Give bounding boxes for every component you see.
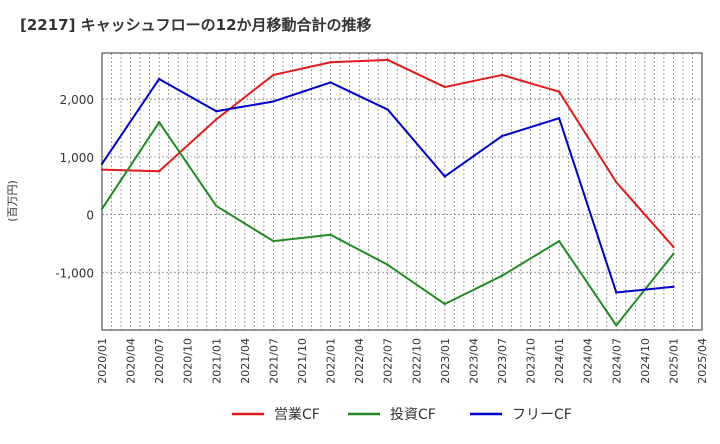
data-point [672, 245, 675, 249]
x-tick-label: 2024/07 [610, 338, 623, 384]
data-point [672, 252, 675, 256]
x-tick-label: 2024/04 [582, 338, 595, 384]
x-tick-label: 2022/04 [353, 338, 366, 384]
axis-layer: -1,000 0 1,000 2,000 2020/01 2020/04 2020/07 20… [55, 52, 709, 384]
data-point [272, 100, 275, 103]
data-point [329, 233, 332, 236]
y-tick-label: 0 [86, 209, 94, 223]
y-tick-label: 2,000 [60, 93, 94, 107]
data-point [386, 263, 389, 266]
legend-label: 営業CF [274, 407, 320, 423]
legend: 営業CF 投資CF フリーCF [232, 407, 572, 423]
data-point [672, 285, 675, 288]
x-tick-label: 2023/04 [467, 338, 480, 384]
x-tick-label: 2021/04 [239, 338, 252, 384]
x-tick-label: 2020/01 [96, 338, 109, 384]
data-point [100, 162, 104, 165]
x-tick-label: 2025/04 [696, 338, 709, 384]
legend-label: 投資CF [390, 407, 436, 423]
data-point [215, 110, 218, 113]
x-tick-label: 2024/01 [553, 338, 566, 384]
grid-layer [101, 53, 703, 330]
data-point [557, 117, 561, 120]
data-point [100, 207, 104, 211]
data-point [500, 274, 504, 277]
data-point [557, 90, 561, 93]
series-layer [100, 58, 675, 327]
data-point [615, 181, 618, 184]
x-tick-label: 2024/10 [639, 338, 652, 384]
x-tick-label: 2022/10 [410, 338, 423, 384]
data-point [500, 73, 504, 77]
plot-area-frame [101, 52, 703, 331]
data-point [215, 204, 218, 208]
x-tick-label: 2021/01 [210, 338, 223, 384]
data-point [272, 73, 275, 77]
data-point [157, 121, 161, 124]
y-tick-label: -1,000 [55, 266, 94, 280]
data-point [386, 58, 389, 62]
legend-label: フリーCF [512, 407, 572, 423]
y-tick-label: 1,000 [60, 151, 94, 165]
data-point [329, 81, 332, 84]
data-point [557, 239, 561, 243]
data-point [386, 108, 389, 111]
data-point [100, 168, 104, 171]
x-tick-label: 2020/10 [182, 338, 195, 384]
data-point [272, 239, 275, 243]
x-tick-label: 2022/07 [382, 338, 395, 384]
x-tick-label: 2023/07 [496, 338, 509, 384]
data-point [215, 118, 218, 121]
x-tick-label: 2020/04 [125, 338, 138, 384]
data-point [615, 324, 618, 327]
x-tick-label: 2023/10 [525, 338, 538, 384]
y-axis-label: (百万円) [6, 180, 19, 222]
data-point [157, 77, 161, 81]
chart-title: [2217] キャッシュフローの12か月移動合計の推移 [20, 16, 372, 34]
x-tick-label: 2021/07 [267, 338, 280, 384]
x-tick-label: 2021/10 [296, 338, 309, 384]
data-point [443, 175, 447, 178]
x-tick-label: 2020/07 [153, 338, 166, 384]
x-tick-label: 2023/01 [439, 338, 452, 384]
data-point [443, 85, 447, 89]
data-point [443, 302, 447, 306]
data-point [157, 170, 161, 173]
x-tick-label: 2022/01 [325, 338, 338, 384]
data-point [329, 61, 332, 64]
x-tick-label: 2025/01 [667, 338, 680, 384]
data-point [500, 134, 504, 138]
data-point [615, 291, 618, 294]
